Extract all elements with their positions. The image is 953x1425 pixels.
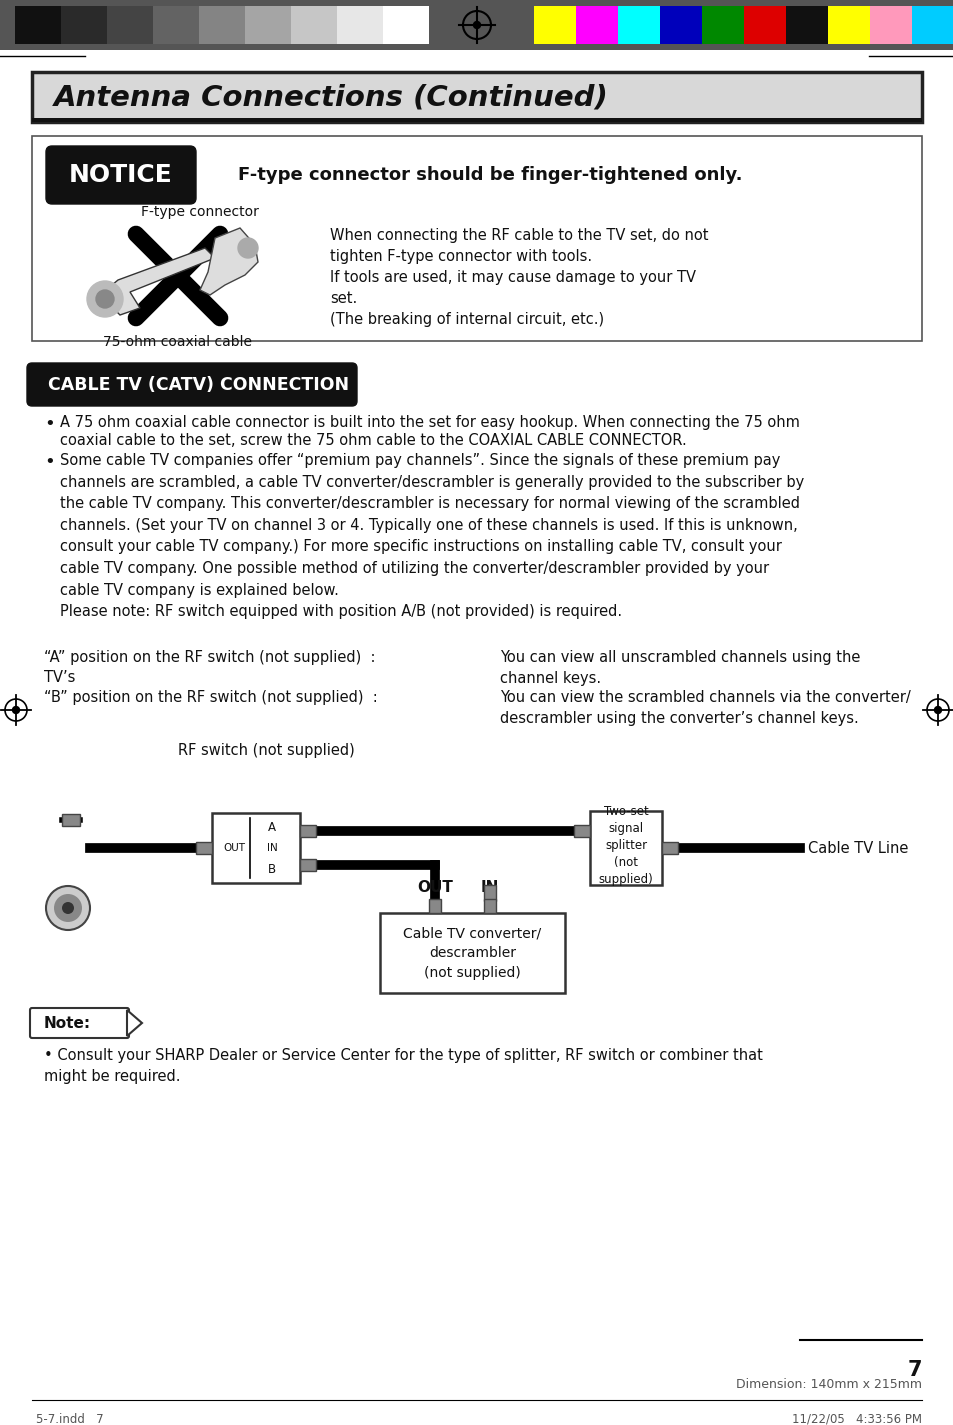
Bar [212,814,299,884]
Bar [62,814,80,826]
Circle shape [934,707,941,714]
Circle shape [12,707,19,714]
Bar [299,825,315,836]
Bar [483,885,496,901]
Bar [336,6,382,44]
Text: “B” position on the RF switch (not supplied)  :: “B” position on the RF switch (not suppl… [44,690,377,705]
Text: A 75 ohm coaxial cable connector is built into the set for easy hookup. When con: A 75 ohm coaxial cable connector is buil… [60,415,799,430]
Bar [574,825,589,836]
Text: “A” position on the RF switch (not supplied)  :: “A” position on the RF switch (not suppl… [44,650,375,665]
Bar [911,6,953,44]
Text: OUT: OUT [416,881,453,895]
Text: •: • [44,453,54,472]
FancyBboxPatch shape [27,363,356,406]
Text: Cable TV Line: Cable TV Line [807,841,907,855]
Circle shape [237,238,257,258]
Bar [743,6,785,44]
Text: You can view all unscrambled channels using the
channel keys.: You can view all unscrambled channels us… [499,650,860,685]
Bar [199,6,245,44]
Bar [618,6,659,44]
Bar [576,6,618,44]
Text: • Consult your SHARP Dealer or Service Center for the type of splitter, RF switc: • Consult your SHARP Dealer or Service C… [44,1047,762,1084]
Bar [483,899,496,913]
Text: 5-7.indd   7: 5-7.indd 7 [36,1414,104,1425]
Bar [661,842,678,854]
Text: Some cable TV companies offer “premium pay channels”. Since the signals of these: Some cable TV companies offer “premium p… [60,453,803,620]
Text: NOTICE: NOTICE [69,162,172,187]
Bar [0,0,953,50]
Text: F-type connector: F-type connector [141,205,258,219]
Text: Cable TV converter/
descrambler
(not supplied): Cable TV converter/ descrambler (not sup… [403,926,541,979]
Polygon shape [127,1010,142,1036]
Bar [429,899,440,913]
Bar [152,6,199,44]
Circle shape [46,886,90,931]
Text: OUT: OUT [223,844,245,854]
Bar [659,6,701,44]
Text: IN: IN [480,881,498,895]
Text: Dimension: 140mm x 215mm: Dimension: 140mm x 215mm [735,1378,921,1391]
Text: 7: 7 [906,1359,921,1379]
Text: You can view the scrambled channels via the converter/
descrambler using the con: You can view the scrambled channels via … [499,690,910,725]
Bar [701,6,743,44]
Circle shape [473,21,480,28]
Text: Note:: Note: [44,1016,91,1030]
Circle shape [62,902,74,913]
Text: IN: IN [266,844,277,854]
Bar [15,6,61,44]
Bar [869,6,911,44]
Text: •: • [44,415,54,433]
Text: Antenna Connections (Continued): Antenna Connections (Continued) [54,83,608,111]
Text: TV’s: TV’s [44,670,75,685]
Polygon shape [100,248,214,315]
Bar [827,6,869,44]
Circle shape [96,291,113,308]
Text: RF switch (not supplied): RF switch (not supplied) [178,742,355,758]
Polygon shape [200,228,257,295]
Circle shape [87,281,123,316]
Bar [299,859,315,871]
Text: B: B [268,862,275,875]
FancyBboxPatch shape [46,145,195,204]
Bar [107,6,152,44]
FancyBboxPatch shape [30,1007,129,1037]
Bar [785,6,827,44]
Bar [245,6,291,44]
Text: When connecting the RF cable to the TV set, do not
tighten F-type connector with: When connecting the RF cable to the TV s… [330,228,708,326]
Bar [32,118,921,123]
Text: Two-set
signal
splitter
(not
supplied): Two-set signal splitter (not supplied) [598,805,653,885]
Bar [534,6,576,44]
Text: CABLE TV (CATV) CONNECTION: CABLE TV (CATV) CONNECTION [48,376,349,393]
Bar [589,811,661,885]
Circle shape [54,893,82,922]
Bar [61,6,107,44]
Bar [195,842,212,854]
Text: F-type connector should be finger-tightened only.: F-type connector should be finger-tighte… [237,165,741,184]
Bar [379,913,564,993]
Bar [32,135,921,341]
Text: coaxial cable to the set, screw the 75 ohm cable to the COAXIAL CABLE CONNECTOR.: coaxial cable to the set, screw the 75 o… [60,433,686,447]
Text: 11/22/05   4:33:56 PM: 11/22/05 4:33:56 PM [791,1414,921,1425]
Text: 75-ohm coaxial cable: 75-ohm coaxial cable [103,335,253,349]
Bar [291,6,336,44]
Text: A: A [268,821,275,834]
Bar [32,73,921,123]
Bar [382,6,429,44]
